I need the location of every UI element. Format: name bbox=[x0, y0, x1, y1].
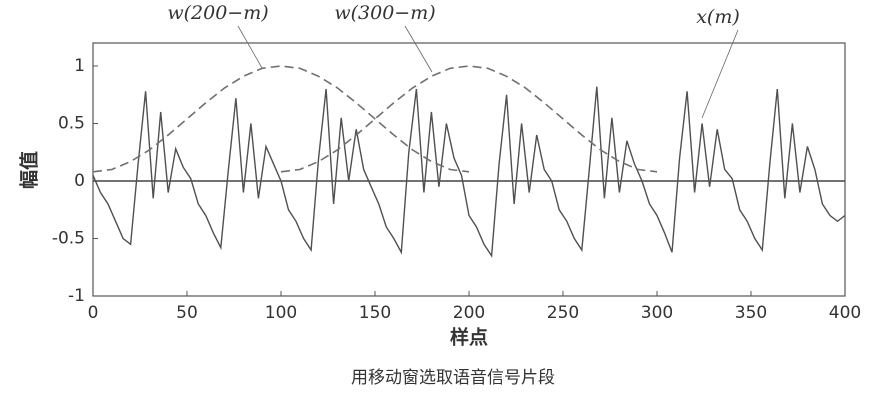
x-tick-label: 0 bbox=[88, 303, 99, 323]
annotation: w(300−m) bbox=[334, 2, 435, 24]
series-line bbox=[280, 65, 658, 173]
x-tick-label: 400 bbox=[829, 303, 861, 323]
x-axis-label: 样点 bbox=[450, 326, 488, 349]
annotation: x(m) bbox=[696, 6, 740, 28]
caption: 用移动窗选取语音信号片段 bbox=[351, 368, 555, 388]
annotation-leader bbox=[237, 25, 263, 69]
y-tick-label: 0.5 bbox=[58, 114, 85, 134]
annotation: w(200−m) bbox=[167, 2, 268, 24]
x-tick-label: 250 bbox=[547, 303, 579, 323]
y-tick-label: 0 bbox=[74, 171, 85, 191]
series-line bbox=[92, 65, 470, 173]
x-tick-label: 150 bbox=[359, 303, 391, 323]
plot-frame bbox=[92, 42, 846, 297]
y-axis-label: 幅值 bbox=[18, 151, 41, 189]
x-tick-label: 200 bbox=[453, 303, 485, 323]
x-tick-label: 100 bbox=[265, 303, 297, 323]
x-tick-label: 50 bbox=[176, 303, 198, 323]
x-tick-label: 300 bbox=[641, 303, 673, 323]
x-tick-label: 350 bbox=[735, 303, 767, 323]
y-tick-label: 1 bbox=[74, 56, 85, 76]
series-line bbox=[92, 86, 846, 258]
annotation-leader bbox=[701, 29, 739, 119]
annotation-leader bbox=[404, 25, 433, 73]
y-tick-label: -1 bbox=[68, 286, 85, 306]
y-tick-label: -0.5 bbox=[52, 229, 85, 249]
